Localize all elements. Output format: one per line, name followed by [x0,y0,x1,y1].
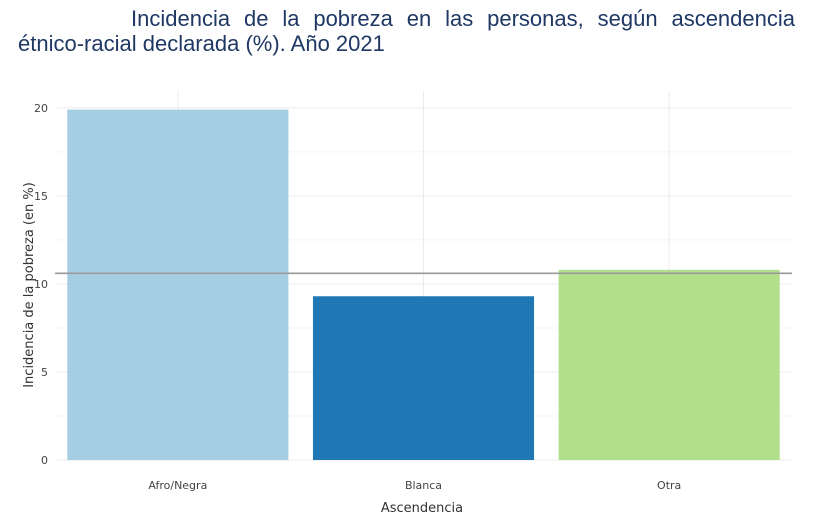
x-tick-labels: Afro/Negra Blanca Otra [148,479,681,492]
y-tick-label: 20 [34,102,48,115]
y-tick-label: 0 [41,454,48,467]
y-tick-label: 5 [41,366,48,379]
bar-otra [558,269,780,460]
chart-title: Incidencia de la pobreza en las personas… [18,6,795,56]
bar-afro-negra [67,109,289,460]
x-tick-label: Blanca [405,479,442,492]
x-tick-label: Afro/Negra [148,479,207,492]
y-tick-labels: 0 5 10 15 20 [34,102,48,467]
y-tick-label: 10 [34,278,48,291]
x-axis-title: Ascendencia [381,501,463,516]
y-tick-label: 15 [34,190,48,203]
x-tick-label: Otra [657,479,681,492]
bar-blanca [312,296,535,460]
bars [67,109,780,460]
y-axis-title: Incidencia de la pobreza (en %) [22,182,37,388]
